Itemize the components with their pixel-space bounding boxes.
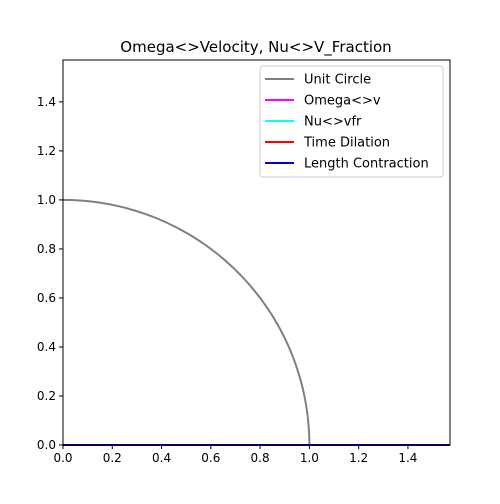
y-tick-label: 0.4: [37, 340, 56, 354]
legend: Unit Circle Omega<>v Nu<>vfr Time Dilation L…: [259, 65, 444, 178]
y-tick-label: 1.0: [37, 193, 56, 207]
x-tick-label: 1.0: [300, 451, 319, 465]
series-line-0: [62, 198, 311, 446]
x-tick-label: 0.6: [201, 451, 220, 465]
axes-frame: [62, 59, 451, 446]
y-tick-label: 1.4: [37, 95, 56, 109]
x-tick-label: 1.2: [349, 451, 368, 465]
legend-label: Omega<>v: [304, 94, 381, 109]
y-tick-label: 0.2: [37, 389, 56, 403]
x-tick-label: 0.4: [152, 451, 171, 465]
x-tick-label: 0.2: [103, 451, 122, 465]
y-tick-label: 1.2: [37, 144, 56, 158]
y-tick-label: 0.0: [37, 438, 56, 452]
plot-area: 0.0 0.2 0.4 0.6 0.8 1.0 1.2 1.4 0.0 0.2 0.4 0.6 0.8 1…: [37, 59, 451, 465]
x-tick-label: 0.8: [251, 451, 270, 465]
legend-label: Length Contraction: [304, 157, 429, 172]
x-tick-label: 1.4: [398, 451, 417, 465]
chart-title: Omega<>Velocity, Nu<>V_Fraction: [120, 38, 391, 57]
x-tick-label: 0.0: [53, 451, 72, 465]
legend-box: [259, 65, 444, 178]
legend-label: Time Dilation: [303, 136, 390, 151]
y-tick-label: 0.8: [37, 242, 56, 256]
legend-label: Unit Circle: [304, 73, 371, 88]
y-tick-label: 0.6: [37, 291, 56, 305]
legend-label: Nu<>vfr: [304, 115, 362, 130]
